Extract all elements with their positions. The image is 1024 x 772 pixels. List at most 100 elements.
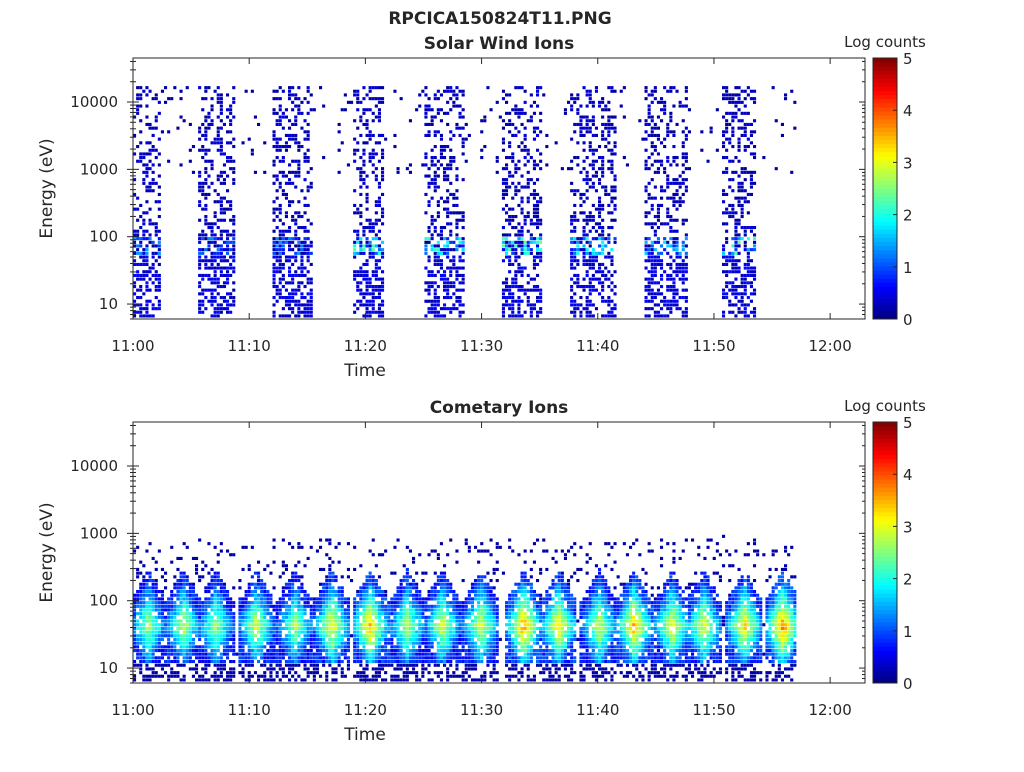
spectrogram-cell [539, 222, 542, 225]
spectrogram-cell [325, 634, 328, 637]
spectrogram-cell [452, 303, 455, 306]
spectrogram-cell [304, 623, 307, 626]
spectrogram-cell [152, 634, 155, 637]
spectrogram-cell [294, 230, 297, 233]
spectrogram-cell [666, 285, 669, 288]
spectrogram-cell [201, 620, 204, 623]
spectrogram-cell [437, 233, 440, 236]
spectrogram-cell [201, 645, 204, 648]
spectrogram-cell [282, 145, 285, 148]
spectrogram-cell [167, 664, 170, 667]
spectrogram-cell [375, 200, 378, 203]
spectrogram-cell [378, 97, 381, 100]
spectrogram-cell [508, 215, 511, 218]
spectrogram-cell [607, 101, 610, 104]
spectrogram-cell [530, 314, 533, 317]
spectrogram-cell [245, 546, 248, 549]
spectrogram-cell [424, 93, 427, 96]
spectrogram-cell [455, 127, 458, 130]
spectrogram-cell [291, 300, 294, 303]
spectrogram-cell [273, 605, 276, 608]
spectrogram-cell [654, 281, 657, 284]
spectrogram-cell [598, 267, 601, 270]
spectrogram-cell [440, 267, 443, 270]
spectrogram-cell [300, 642, 303, 645]
spectrogram-cell [657, 311, 660, 314]
spectrogram-cell [614, 285, 617, 288]
spectrogram-cell [198, 204, 201, 207]
spectrogram-cell [211, 620, 214, 623]
spectrogram-cell [319, 660, 322, 663]
spectrogram-cell [731, 189, 734, 192]
spectrogram-cell [502, 233, 505, 236]
spectrogram-cell [502, 208, 505, 211]
spectrogram-cell [217, 616, 220, 619]
spectrogram-cell [331, 579, 334, 582]
spectrogram-cell [660, 108, 663, 111]
spectrogram-cell [145, 86, 148, 89]
spectrogram-cell [201, 627, 204, 630]
spectrogram-cell [570, 108, 573, 111]
spectrogram-cell [753, 278, 756, 281]
spectrogram-cell [744, 281, 747, 284]
spectrogram-cell [297, 634, 300, 637]
spectrogram-cell [331, 653, 334, 656]
colorbar-title: Log counts [844, 33, 926, 51]
spectrogram-cell [440, 156, 443, 159]
spectrogram-cell [592, 119, 595, 122]
spectrogram-cell [744, 97, 747, 100]
spectrogram-cell [155, 608, 158, 611]
spectrogram-cell [651, 101, 654, 104]
spectrogram-cell [511, 278, 514, 281]
spectrogram-cell [183, 601, 186, 604]
spectrogram-cell [304, 590, 307, 593]
spectrogram-cell [579, 171, 582, 174]
spectrogram-cell [142, 638, 145, 641]
spectrogram-cell [443, 149, 446, 152]
spectrogram-cell [517, 285, 520, 288]
spectrogram-cell [449, 211, 452, 214]
spectrogram-cell [269, 667, 272, 670]
spectrogram-cell [136, 248, 139, 251]
spectrogram-cell [217, 667, 220, 670]
spectrogram-cell [136, 278, 139, 281]
spectrogram-cell [353, 656, 356, 659]
spectrogram-cell [180, 653, 183, 656]
spectrogram-cell [610, 248, 613, 251]
spectrogram-cell [663, 105, 666, 108]
spectrogram-cell [527, 149, 530, 152]
spectrogram-cell [731, 127, 734, 130]
spectrogram-cell [232, 259, 235, 262]
spectrogram-cell [583, 278, 586, 281]
colorbar-segment [873, 262, 897, 267]
spectrogram-cell [269, 653, 272, 656]
spectrogram-cell [431, 303, 434, 306]
spectrogram-cell [592, 285, 595, 288]
spectrogram-cell [136, 112, 139, 115]
spectrogram-cell [229, 605, 232, 608]
spectrogram-cell [434, 130, 437, 133]
spectrogram-cell [251, 631, 254, 634]
spectrogram-cell [378, 119, 381, 122]
spectrogram-cell [614, 270, 617, 273]
spectrogram-cell [164, 620, 167, 623]
spectrogram-cell [242, 623, 245, 626]
spectrogram-cell [238, 642, 241, 645]
spectrogram-cell [142, 171, 145, 174]
spectrogram-cell [217, 219, 220, 222]
spectrogram-cell [452, 307, 455, 310]
spectrogram-cell [204, 259, 207, 262]
spectrogram-cell [291, 219, 294, 222]
spectrogram-cell [669, 256, 672, 259]
spectrogram-cell [195, 597, 198, 600]
spectrogram-cell [648, 197, 651, 200]
spectrogram-cell [220, 631, 223, 634]
spectrogram-cell [242, 620, 245, 623]
spectrogram-cell [260, 664, 263, 667]
spectrogram-cell [651, 208, 654, 211]
spectrogram-cell [242, 568, 245, 571]
spectrogram-cell [431, 300, 434, 303]
spectrogram-cell [669, 112, 672, 115]
spectrogram-cell [223, 612, 226, 615]
